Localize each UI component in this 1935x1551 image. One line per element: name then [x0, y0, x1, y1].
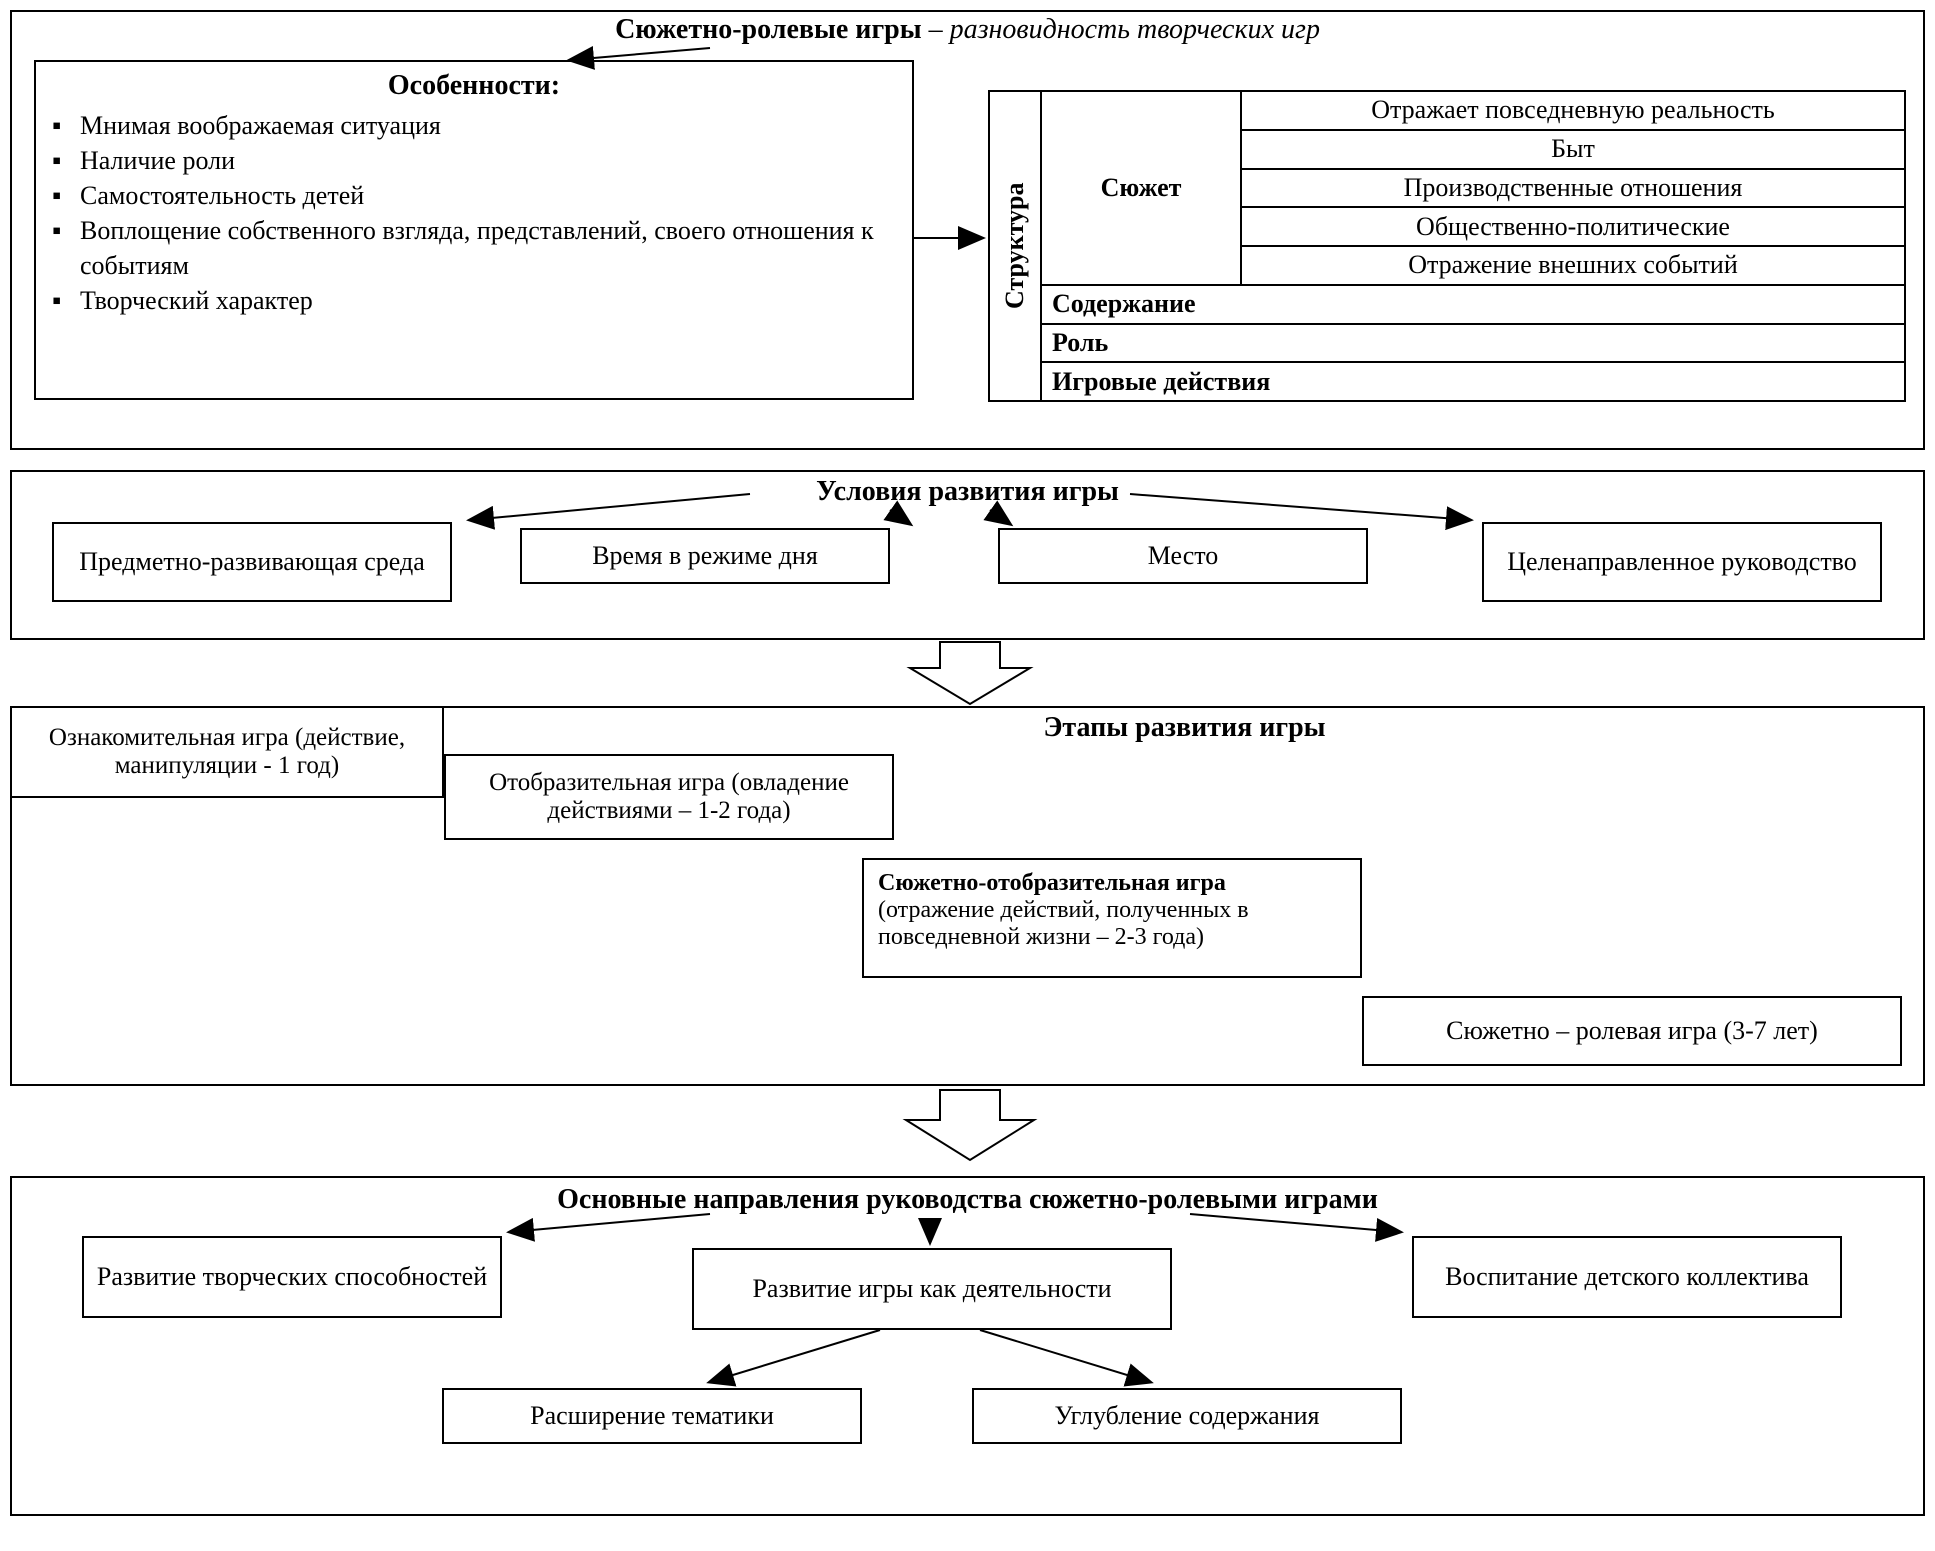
- section4-title: Основные направления руководства сюжетно…: [12, 1184, 1923, 1216]
- plot-item: Производственные отношения: [1241, 169, 1905, 208]
- features-header: Особенности:: [56, 70, 892, 102]
- section2-title: Условия развития игры: [12, 476, 1923, 508]
- dir-top-2: Воспитание детского коллектива: [1412, 1236, 1842, 1318]
- feature-item: Творческий характер: [80, 283, 892, 318]
- section3-title: Этапы развития игры: [442, 712, 1927, 744]
- section1-title: Сюжетно-ролевые игры – разновидность тво…: [12, 14, 1923, 46]
- section-1: Сюжетно-ролевые игры – разновидность тво…: [10, 10, 1925, 450]
- feature-item: Мнимая воображаемая ситуация: [80, 108, 892, 143]
- dir-top-0: Развитие творческих способностей: [82, 1236, 502, 1318]
- features-list: Мнимая воображаемая ситуация Наличие рол…: [56, 108, 892, 319]
- plot-item: Отражение внешних событий: [1241, 246, 1905, 285]
- cond-box-1: Время в режиме дня: [520, 528, 890, 584]
- plot-item: Быт: [1241, 130, 1905, 169]
- feature-item: Самостоятельность детей: [80, 178, 892, 213]
- cond-box-2: Место: [998, 528, 1368, 584]
- structure-row: Роль: [1041, 324, 1905, 363]
- section-2: Условия развития игры Предметно-развиваю…: [10, 470, 1925, 640]
- plot-label: Сюжет: [1041, 91, 1241, 285]
- dir-top-1: Развитие игры как деятельности: [692, 1248, 1172, 1330]
- stage-0: Ознакомительная игра (действие, манипуля…: [10, 706, 444, 798]
- plot-item: Отражает повседневную реальность: [1241, 91, 1905, 130]
- stage-3: Сюжетно – ролевая игра (3-7 лет): [1362, 996, 1902, 1066]
- feature-item: Воплощение собственного взгляда, предста…: [80, 213, 892, 283]
- section-4: Основные направления руководства сюжетно…: [10, 1176, 1925, 1516]
- cond-box-3: Целенаправленное руководство: [1482, 522, 1882, 602]
- structure-vertical-label: Структура: [989, 91, 1041, 401]
- structure-row: Игровые действия: [1041, 362, 1905, 401]
- section-3: Этапы развития игры Ознакомительная игра…: [10, 706, 1925, 1086]
- title-bold: Сюжетно-ролевые игры: [615, 14, 922, 45]
- diagram-root: Сюжетно-ролевые игры – разновидность тво…: [10, 10, 1925, 1541]
- structure-table: Структура Сюжет Отражает повседневную ре…: [988, 90, 1906, 402]
- cond-box-0: Предметно-развивающая среда: [52, 522, 452, 602]
- stage-1: Отобразительная игра (овладение действия…: [444, 754, 894, 840]
- title-dash: –: [922, 14, 950, 45]
- dir-bottom-0: Расширение тематики: [442, 1388, 862, 1444]
- stage-2: Сюжетно-отобразительная игра (отражение …: [862, 858, 1362, 978]
- dir-bottom-1: Углубление содержания: [972, 1388, 1402, 1444]
- structure-row: Содержание: [1041, 285, 1905, 324]
- structure-box: Структура Сюжет Отражает повседневную ре…: [988, 90, 1906, 402]
- features-box: Особенности: Мнимая воображаемая ситуаци…: [34, 60, 914, 400]
- plot-item: Общественно-политические: [1241, 207, 1905, 246]
- feature-item: Наличие роли: [80, 143, 892, 178]
- title-italic: разновидность творческих игр: [950, 14, 1320, 45]
- big-arrow-2: [10, 1086, 1925, 1176]
